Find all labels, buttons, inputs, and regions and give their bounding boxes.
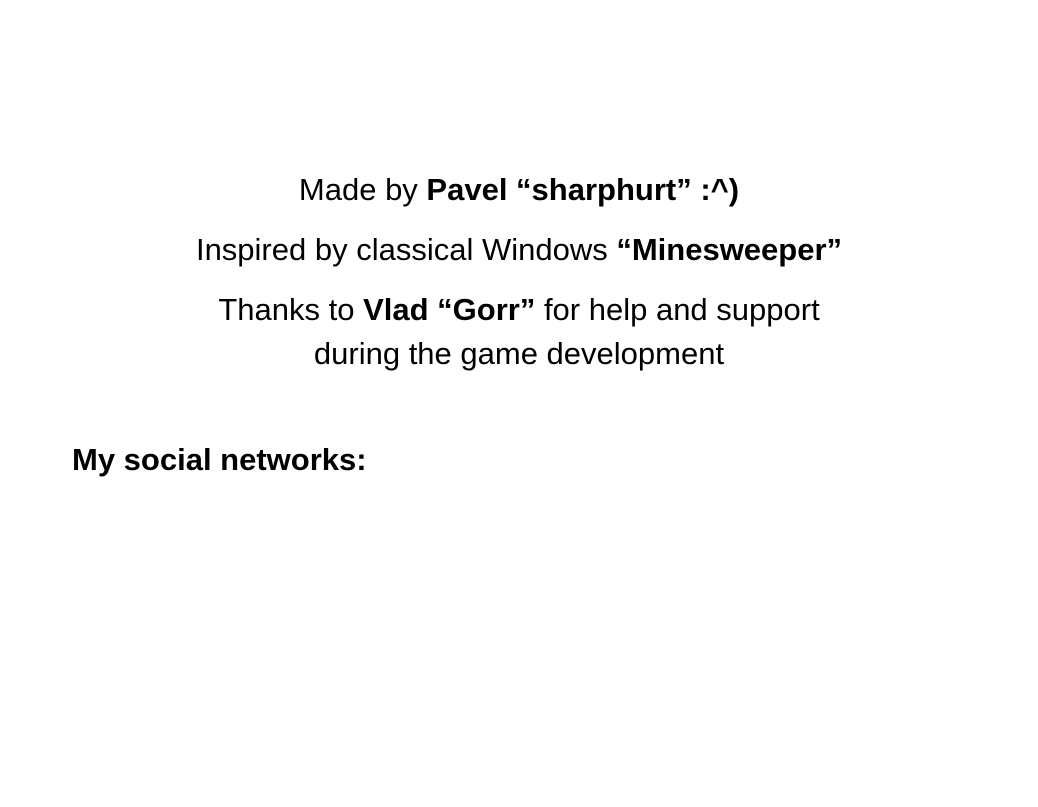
thanks-suffix-line2: during the game development: [313, 336, 725, 371]
made-by-line: Made by Pavel “sharphurt” :^): [0, 168, 1038, 212]
made-by-prefix: Made by: [298, 172, 427, 207]
social-networks-heading: My social networks:: [72, 442, 367, 477]
thanks-line: Thanks to Vlad “Gorr” for help and suppo…: [0, 288, 1038, 376]
inspired-game-name: “Minesweeper”: [616, 232, 843, 267]
credits-section: Made by Pavel “sharphurt” :^) Inspired b…: [0, 168, 1038, 392]
thanks-name: Vlad “Gorr”: [363, 292, 536, 327]
thanks-prefix: Thanks to: [218, 292, 364, 327]
author-name: Pavel “sharphurt” :^): [426, 172, 740, 207]
inspired-by-line: Inspired by classical Windows “Minesweep…: [0, 228, 1038, 272]
thanks-suffix-line1: for help and support: [535, 292, 820, 327]
inspired-by-prefix: Inspired by classical Windows: [195, 232, 617, 267]
